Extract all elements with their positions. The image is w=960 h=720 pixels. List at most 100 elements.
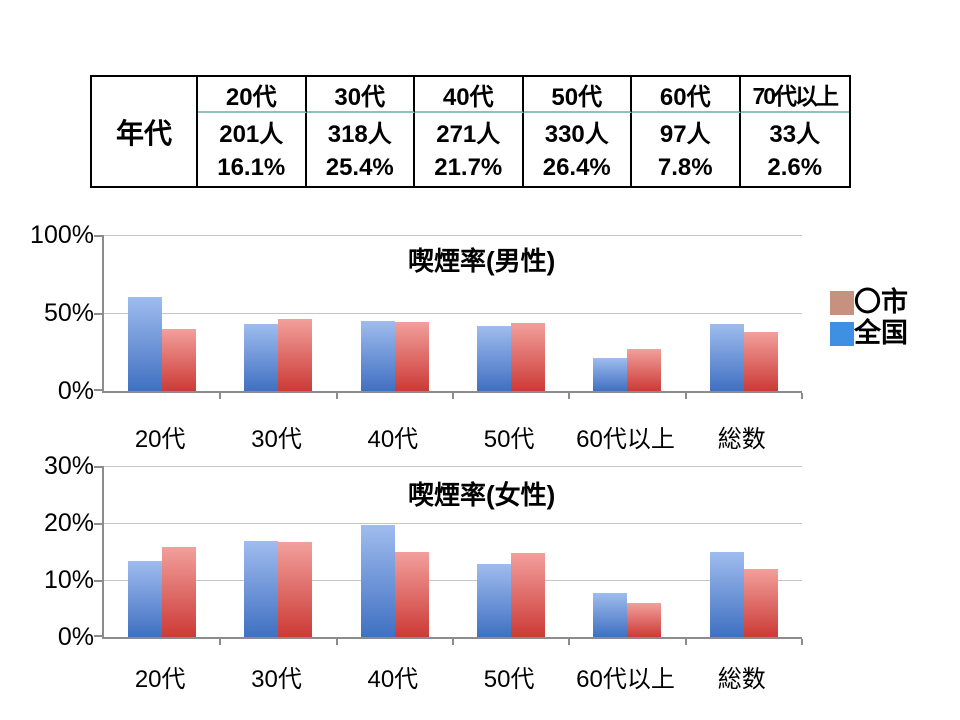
x-axis-category-label: 総数	[717, 666, 766, 693]
x-axis-category-label: 30代	[251, 426, 302, 453]
bar-city	[278, 318, 313, 391]
bar-national	[360, 524, 395, 637]
legend-label: 〇市	[854, 287, 908, 317]
bar-city	[162, 546, 197, 637]
x-axis-category-label: 20代	[134, 426, 186, 453]
table-col-header: 50代	[523, 77, 632, 113]
table-percent-cell: 21.7%	[415, 150, 524, 186]
bar-national	[360, 320, 395, 391]
bar-city	[511, 323, 546, 391]
bar-group	[220, 540, 336, 637]
bar-group	[337, 524, 453, 637]
plot-area	[94, 235, 803, 399]
y-axis-labels: 100% 50% 0%	[12, 222, 94, 404]
bar-city	[162, 328, 197, 391]
x-axis-tick	[685, 393, 687, 399]
bar-national	[244, 540, 279, 637]
bar-group	[104, 297, 220, 391]
x-axis-labels: 20代 30代 40代 50代 60代以上 総数	[102, 659, 800, 694]
gridline	[104, 523, 802, 524]
y-axis-tick	[94, 389, 102, 391]
bar-national	[593, 358, 628, 391]
bar-group	[569, 592, 685, 637]
legend: 〇市 全国	[830, 287, 908, 349]
y-axis-tick	[94, 635, 102, 637]
x-axis-tick	[685, 639, 687, 645]
table-count-cell: 201人	[198, 113, 307, 150]
chart-title: 喫煙率(女性)	[408, 480, 556, 510]
table-percent-cell: 16.1%	[198, 150, 307, 186]
table-count-cell: 330人	[524, 113, 632, 150]
chart-title: 喫煙率(男性)	[408, 246, 556, 276]
x-axis-category-label: 40代	[367, 426, 419, 453]
x-axis-tick	[568, 639, 570, 645]
bar-national	[709, 323, 744, 391]
x-axis-category-label: 60代以上	[576, 666, 675, 693]
gridline	[104, 313, 802, 314]
x-axis-category-label: 30代	[251, 666, 302, 693]
y-axis-tick	[94, 466, 102, 468]
y-axis-tick-label: 30%	[43, 452, 94, 480]
y-axis-tick	[94, 313, 102, 315]
x-axis-tick	[801, 639, 803, 645]
bar-group	[686, 323, 802, 391]
table-col-header: 30代	[306, 77, 415, 113]
bar-city	[394, 551, 429, 637]
x-axis-category-label: 60代以上	[576, 426, 675, 453]
table-percent-cell: 7.8%	[632, 150, 741, 186]
x-axis-tick	[801, 393, 803, 399]
plot-area	[94, 466, 803, 645]
bar-city	[511, 553, 546, 637]
x-axis-category-label: 50代	[483, 426, 535, 453]
legend-item-national: 全国	[830, 318, 908, 349]
x-axis-tick	[219, 639, 221, 645]
y-axis-tick-label: 50%	[43, 299, 94, 327]
table-col-header: 60代	[632, 77, 741, 113]
x-axis-tick	[336, 639, 338, 645]
bar-group	[220, 318, 336, 391]
x-axis-tick	[452, 639, 454, 645]
bar-national	[128, 297, 163, 391]
chart-male-smoking-rate: 100% 50% 0% 喫煙率(男性) 20代 30代 40代 50代 60代以上 総数 〇市…	[0, 222, 960, 455]
y-axis-tick	[94, 523, 102, 525]
x-axis-tick	[568, 393, 570, 399]
table-col-header: 20代	[198, 77, 307, 113]
gridline	[104, 580, 802, 581]
table-count-cell: 318人	[307, 113, 415, 150]
bar-group	[453, 323, 569, 391]
bar-group	[686, 552, 802, 637]
legend-item-city: 〇市	[830, 287, 908, 318]
y-axis-tick-label: 10%	[43, 566, 94, 594]
table-count-cell: 271人	[415, 113, 524, 150]
chart-female-smoking-rate: 30% 20% 10% 0% 喫煙率(女性) 20代 30代 40代 50代 60代以上 総数	[0, 452, 960, 705]
table-percent-cell: 26.4%	[524, 150, 632, 186]
age-table: 年代 20代 30代 40代 50代 60代 70代以上 201人 318人 271人 330人 97…	[90, 75, 851, 188]
bar-city	[743, 569, 778, 637]
gridline	[104, 235, 802, 236]
bar-group	[453, 553, 569, 637]
table-count-cell: 33人	[769, 121, 821, 148]
table-count-cell: 97人	[632, 113, 741, 150]
y-axis-tick-label: 100%	[30, 221, 94, 249]
x-axis-tick	[336, 393, 338, 399]
x-axis-category-label: 40代	[367, 666, 419, 693]
x-axis-tick	[219, 393, 221, 399]
bar-national	[477, 326, 512, 391]
x-axis-category-label: 50代	[483, 666, 535, 693]
table-col-header: 70代以上	[740, 77, 849, 113]
bar-city	[278, 541, 313, 637]
bar-group	[569, 348, 685, 391]
y-axis-tick	[94, 580, 102, 582]
bar-city	[743, 331, 778, 391]
y-axis-tick-label: 0%	[57, 623, 94, 651]
x-axis-category-label: 総数	[717, 426, 766, 453]
bar-national	[477, 564, 512, 637]
bar-city	[627, 602, 662, 637]
bar-group	[337, 320, 453, 391]
bar-national	[244, 323, 279, 391]
x-axis-tick	[452, 393, 454, 399]
legend-label: 全国	[854, 318, 908, 348]
table-row-header: 年代	[92, 77, 198, 186]
gridline	[104, 466, 802, 467]
